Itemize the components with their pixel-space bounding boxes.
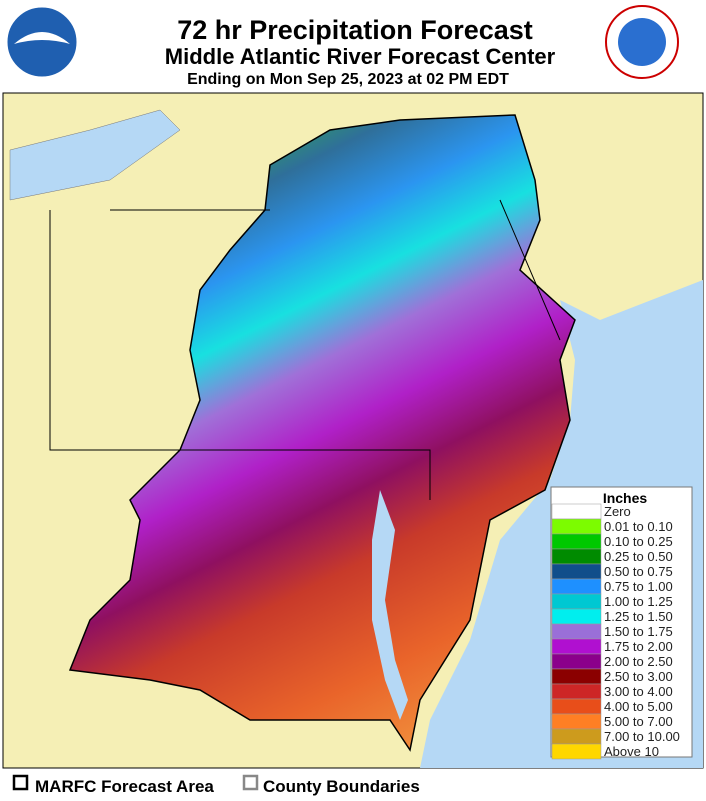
legend-swatch [551, 533, 602, 550]
legend-label: 0.10 to 0.25 [604, 534, 673, 549]
lake [9, 109, 181, 201]
legend-swatch [551, 578, 602, 595]
legend-swatch [551, 743, 602, 760]
legend-label: 5.00 to 7.00 [604, 714, 673, 729]
legend-label: 0.75 to 1.00 [604, 579, 673, 594]
legend-label: 0.50 to 0.75 [604, 564, 673, 579]
legend-label: Above 10 [604, 744, 659, 759]
legend-label: 0.25 to 0.50 [604, 549, 673, 564]
legend-swatch [551, 713, 602, 730]
legend-title: Inches [603, 490, 648, 506]
footer: MARFC Forecast Area County Boundaries [12, 774, 420, 796]
noaa-logo [4, 4, 80, 80]
legend-swatch [551, 698, 602, 715]
forecast-area [68, 114, 576, 752]
county-key [242, 774, 259, 791]
header: 72 hr Precipitation Forecast Middle Atla… [4, 4, 679, 88]
footer-item: County Boundaries [263, 777, 420, 796]
legend-swatch [551, 503, 602, 520]
map [2, 92, 704, 769]
legend-swatch [551, 653, 602, 670]
legend-label: 2.00 to 2.50 [604, 654, 673, 669]
legend-label: Zero [604, 504, 631, 519]
legend-label: 1.75 to 2.00 [604, 639, 673, 654]
legend-swatch [551, 548, 602, 565]
legend-label: 1.25 to 1.50 [604, 609, 673, 624]
legend-label: 0.01 to 0.10 [604, 519, 673, 534]
area-key [12, 774, 29, 791]
state-boundaries [49, 199, 561, 500]
legend-label: 4.00 to 5.00 [604, 699, 673, 714]
legend-swatch [551, 683, 602, 700]
nws-logo-inner [618, 18, 666, 66]
legend-swatch [551, 623, 602, 640]
legend-swatch [551, 608, 602, 625]
legend-swatch [551, 668, 602, 685]
noaa-logo-bird [14, 32, 70, 44]
legend-swatch [551, 593, 602, 610]
legend-label: 1.00 to 1.25 [604, 594, 673, 609]
legend-swatch [551, 728, 602, 745]
legend-label: 3.00 to 4.00 [604, 684, 673, 699]
footer-item: MARFC Forecast Area [35, 777, 214, 796]
subtitle: Middle Atlantic River Forecast Center [165, 44, 556, 69]
legend-swatch [551, 563, 602, 580]
legend-label: 2.50 to 3.00 [604, 669, 673, 684]
legend-swatch [551, 518, 602, 535]
date: Ending on Mon Sep 25, 2023 at 02 PM EDT [187, 71, 509, 88]
bay [372, 490, 408, 720]
legend-label: 7.00 to 10.00 [604, 729, 680, 744]
legend-label: 1.50 to 1.75 [604, 624, 673, 639]
title: 72 hr Precipitation Forecast [177, 15, 533, 45]
legend-swatch [551, 638, 602, 655]
